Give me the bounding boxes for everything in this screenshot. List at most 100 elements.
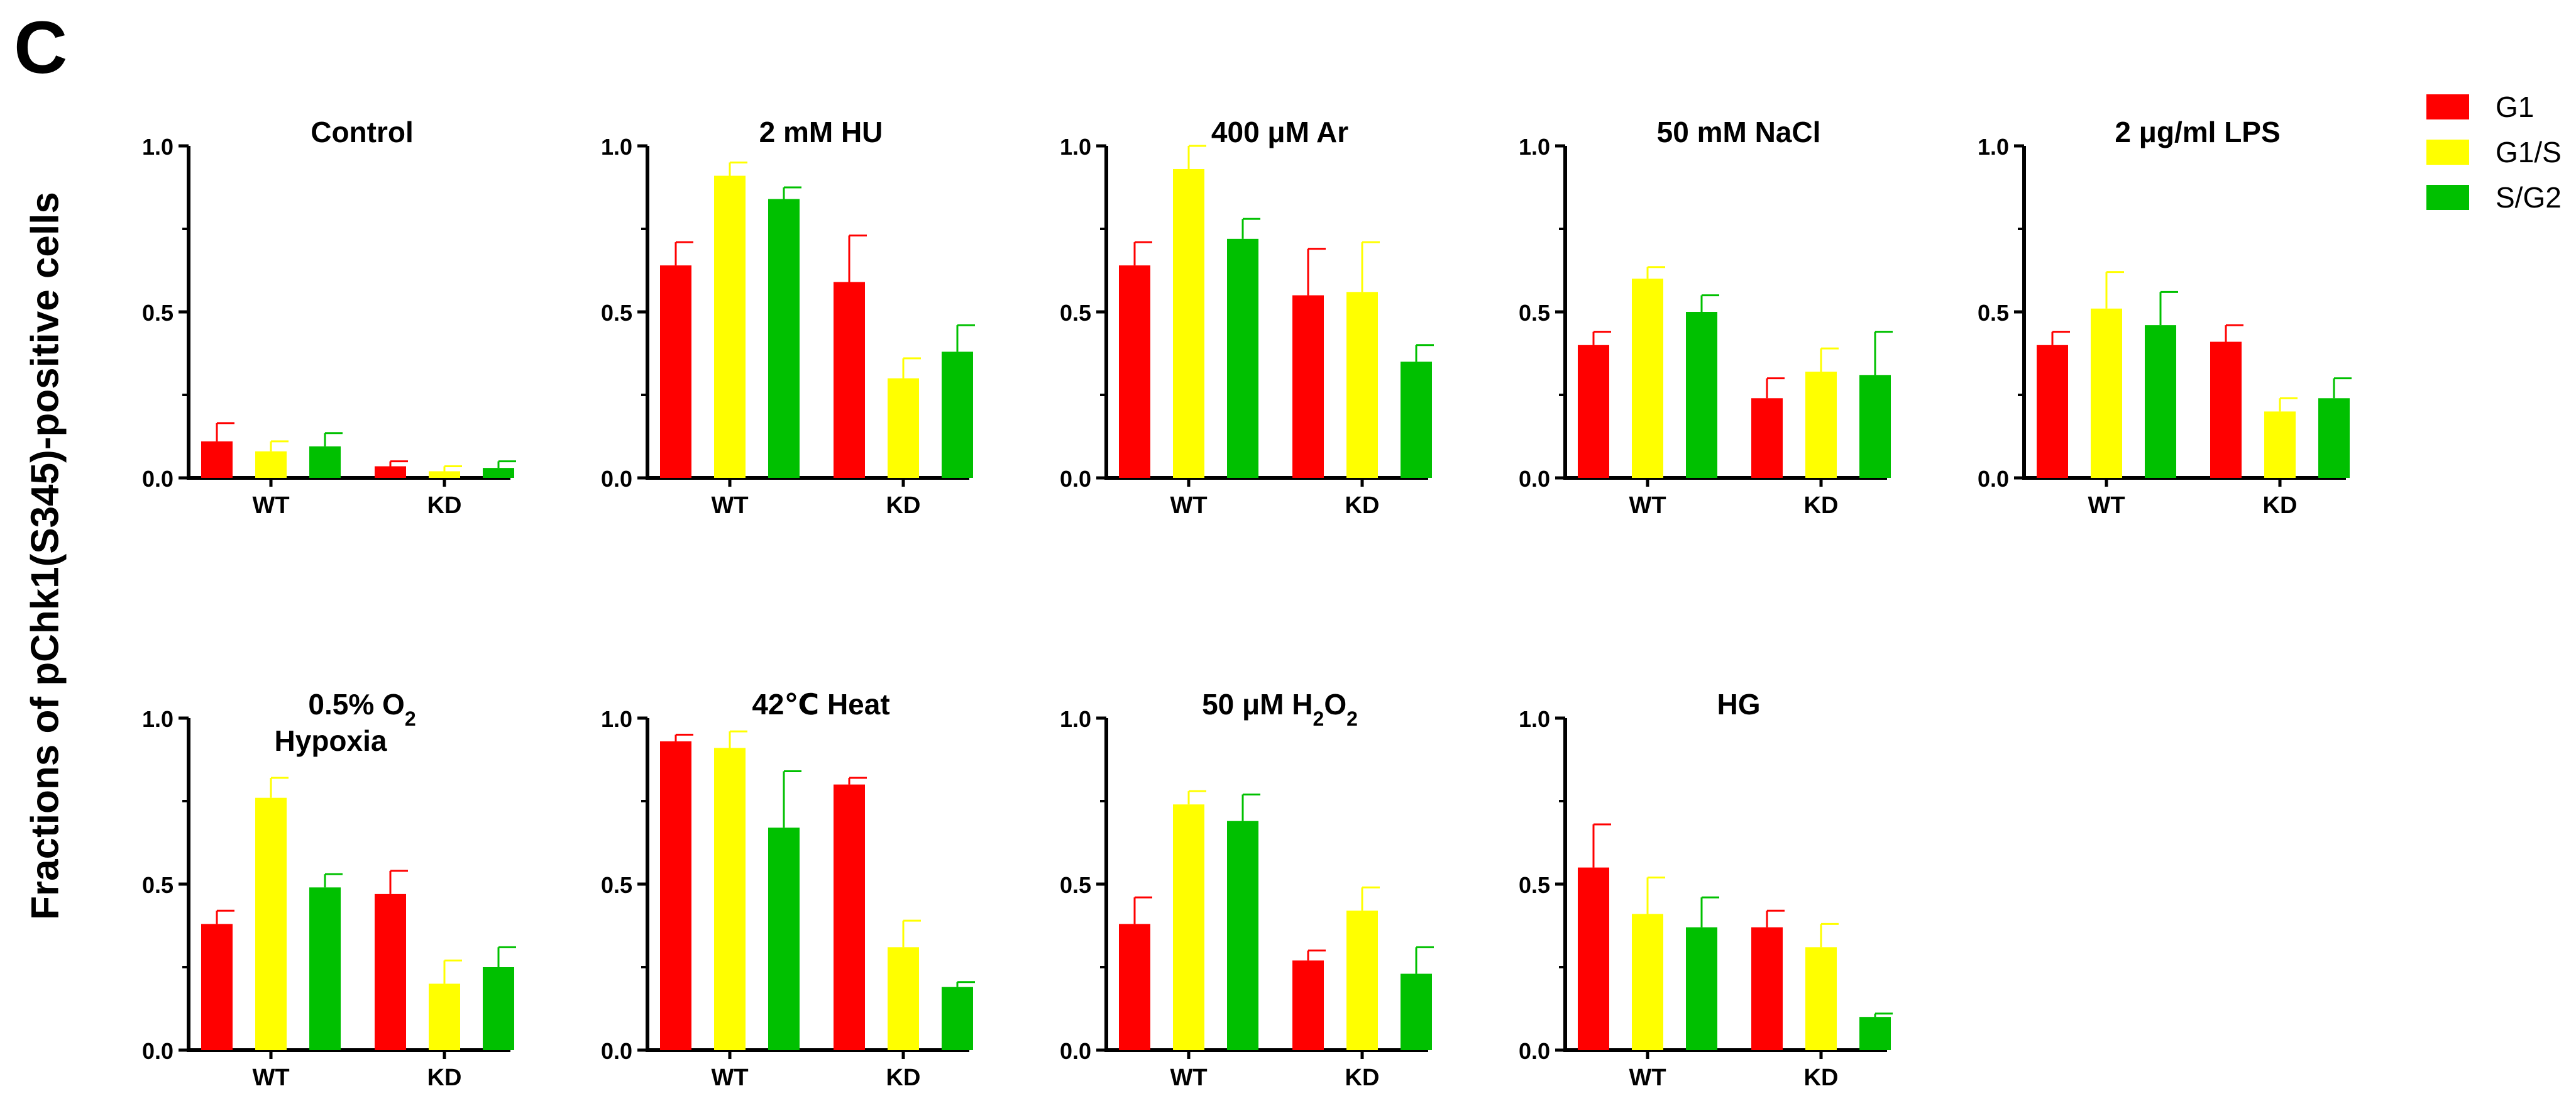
bar-sg2-wt bbox=[1227, 238, 1258, 478]
chart-title: 0.5% O2 bbox=[308, 688, 416, 730]
bar-sg2-kd bbox=[483, 468, 514, 478]
y-tick-label: 0.0 bbox=[1519, 466, 1550, 492]
bar-sg2-wt bbox=[1686, 927, 1717, 1050]
y-tick-label: 1.0 bbox=[1978, 134, 2009, 160]
y-tick-label: 1.0 bbox=[142, 134, 173, 160]
bar-g1-wt bbox=[2037, 345, 2068, 478]
bar-g1-kd bbox=[375, 894, 406, 1050]
x-tick-label: KD bbox=[1345, 492, 1380, 519]
x-tick-label: WT bbox=[711, 492, 748, 519]
y-tick-label: 1.0 bbox=[1060, 134, 1091, 160]
bar-g1s-kd bbox=[888, 378, 919, 478]
bar-sg2-kd bbox=[1859, 375, 1891, 478]
x-tick-label: WT bbox=[1170, 1065, 1207, 1091]
bar-g1-wt bbox=[201, 924, 233, 1050]
bar-g1-kd bbox=[1292, 295, 1324, 478]
y-tick-label: 1.0 bbox=[142, 706, 173, 732]
y-tick-label: 0.0 bbox=[1060, 466, 1091, 492]
bar-g1-kd bbox=[1292, 960, 1324, 1050]
bar-g1s-kd bbox=[1346, 292, 1378, 478]
bar-g1s-wt bbox=[255, 797, 287, 1050]
chart-50um-h2o2: 50 μM H2O2 0.0 0.5 1.0 WT KD bbox=[1060, 688, 1434, 1091]
chart-hg: HG 0.0 0.5 1.0 WT KD bbox=[1519, 688, 1893, 1091]
chart-title: 42℃ Heat bbox=[752, 688, 889, 721]
y-tick-label: 0.5 bbox=[1060, 872, 1091, 898]
y-tick-label: 1.0 bbox=[1519, 706, 1550, 732]
y-tick-label: 0.0 bbox=[142, 466, 173, 492]
panel-letter: C bbox=[14, 6, 68, 89]
chart-42c-heat: 42℃ Heat 0.0 0.5 1.0 WT KD bbox=[601, 688, 975, 1091]
y-tick-label: 1.0 bbox=[601, 706, 632, 732]
bar-sg2-kd bbox=[942, 352, 973, 478]
bar-g1-kd bbox=[1751, 927, 1783, 1050]
bar-g1s-kd bbox=[2264, 411, 2296, 478]
bar-g1-kd bbox=[375, 466, 406, 478]
chart-2mm-hu: 2 mM HU 0.0 0.5 1.0 WT KD bbox=[601, 116, 975, 519]
bar-sg2-kd bbox=[2318, 398, 2350, 478]
legend-label-sg2: S/G2 bbox=[2496, 181, 2562, 214]
chart-50mm-nacl: 50 mM NaCl 0.0 0.5 1.0 WT KD bbox=[1519, 116, 1893, 519]
y-tick-label: 1.0 bbox=[1519, 134, 1550, 160]
x-tick-label: WT bbox=[1629, 492, 1666, 519]
bar-g1s-kd bbox=[1346, 911, 1378, 1050]
y-tick-label: 0.5 bbox=[1519, 872, 1550, 898]
chart-control: Control 0.0 0.5 1.0 WT KD bbox=[142, 116, 516, 519]
chart-title: 400 μM Ar bbox=[1211, 116, 1348, 148]
x-tick-label: WT bbox=[1629, 1065, 1666, 1091]
x-tick-label: WT bbox=[252, 1065, 289, 1091]
x-tick-label: KD bbox=[1804, 492, 1839, 519]
y-tick-label: 0.5 bbox=[142, 300, 173, 326]
bar-sg2-wt bbox=[309, 887, 341, 1050]
x-tick-label: WT bbox=[1170, 492, 1207, 519]
y-tick-label: 0.5 bbox=[142, 872, 173, 898]
chart-title-line2: Hypoxia bbox=[275, 724, 387, 757]
bar-g1s-wt bbox=[1173, 804, 1204, 1050]
bar-g1s-kd bbox=[1805, 947, 1837, 1050]
x-tick-label: WT bbox=[711, 1065, 748, 1091]
bar-sg2-wt bbox=[2145, 325, 2176, 478]
chart-title: Control bbox=[311, 116, 414, 148]
x-tick-label: KD bbox=[886, 492, 921, 519]
y-tick-label: 0.5 bbox=[601, 872, 632, 898]
bar-g1s-kd bbox=[429, 471, 460, 478]
chart-title: 50 mM NaCl bbox=[1657, 116, 1821, 148]
bar-g1-wt bbox=[660, 265, 691, 478]
y-tick-label: 0.0 bbox=[1060, 1038, 1091, 1064]
bar-g1s-wt bbox=[255, 451, 287, 478]
bar-g1-kd bbox=[1751, 398, 1783, 478]
bar-g1s-kd bbox=[1805, 372, 1837, 478]
y-tick-label: 0.0 bbox=[1519, 1038, 1550, 1064]
legend-swatch-sg2 bbox=[2426, 185, 2469, 210]
y-tick-label: 0.0 bbox=[601, 1038, 632, 1064]
bar-g1-wt bbox=[1119, 265, 1150, 478]
bar-g1s-kd bbox=[888, 947, 919, 1050]
x-tick-label: KD bbox=[1804, 1065, 1839, 1091]
bar-g1s-kd bbox=[429, 983, 460, 1050]
chart-title: 2 μg/ml LPS bbox=[2115, 116, 2280, 148]
legend-swatch-g1s bbox=[2426, 140, 2469, 165]
bar-g1-wt bbox=[201, 441, 233, 478]
bar-g1-wt bbox=[660, 741, 691, 1050]
bar-sg2-kd bbox=[1401, 973, 1432, 1050]
bar-g1-wt bbox=[1578, 867, 1609, 1050]
y-tick-label: 0.0 bbox=[1978, 466, 2009, 492]
x-tick-label: KD bbox=[427, 1065, 462, 1091]
x-tick-label: KD bbox=[1345, 1065, 1380, 1091]
y-tick-label: 0.5 bbox=[1978, 300, 2009, 326]
x-tick-label: KD bbox=[427, 492, 462, 519]
x-tick-label: WT bbox=[2088, 492, 2125, 519]
bar-g1s-wt bbox=[2091, 308, 2122, 478]
y-tick-label: 1.0 bbox=[601, 134, 632, 160]
bar-g1-kd bbox=[2210, 341, 2242, 478]
y-tick-label: 0.5 bbox=[601, 300, 632, 326]
bar-sg2-wt bbox=[768, 828, 800, 1050]
bar-sg2-kd bbox=[942, 987, 973, 1050]
bar-g1s-wt bbox=[714, 748, 746, 1050]
legend-label-g1: G1 bbox=[2496, 91, 2535, 123]
y-tick-label: 0.0 bbox=[142, 1038, 173, 1064]
bar-g1s-wt bbox=[714, 175, 746, 478]
y-tick-label: 1.0 bbox=[1060, 706, 1091, 732]
bar-sg2-kd bbox=[1859, 1017, 1891, 1050]
bar-g1s-wt bbox=[1632, 914, 1663, 1050]
